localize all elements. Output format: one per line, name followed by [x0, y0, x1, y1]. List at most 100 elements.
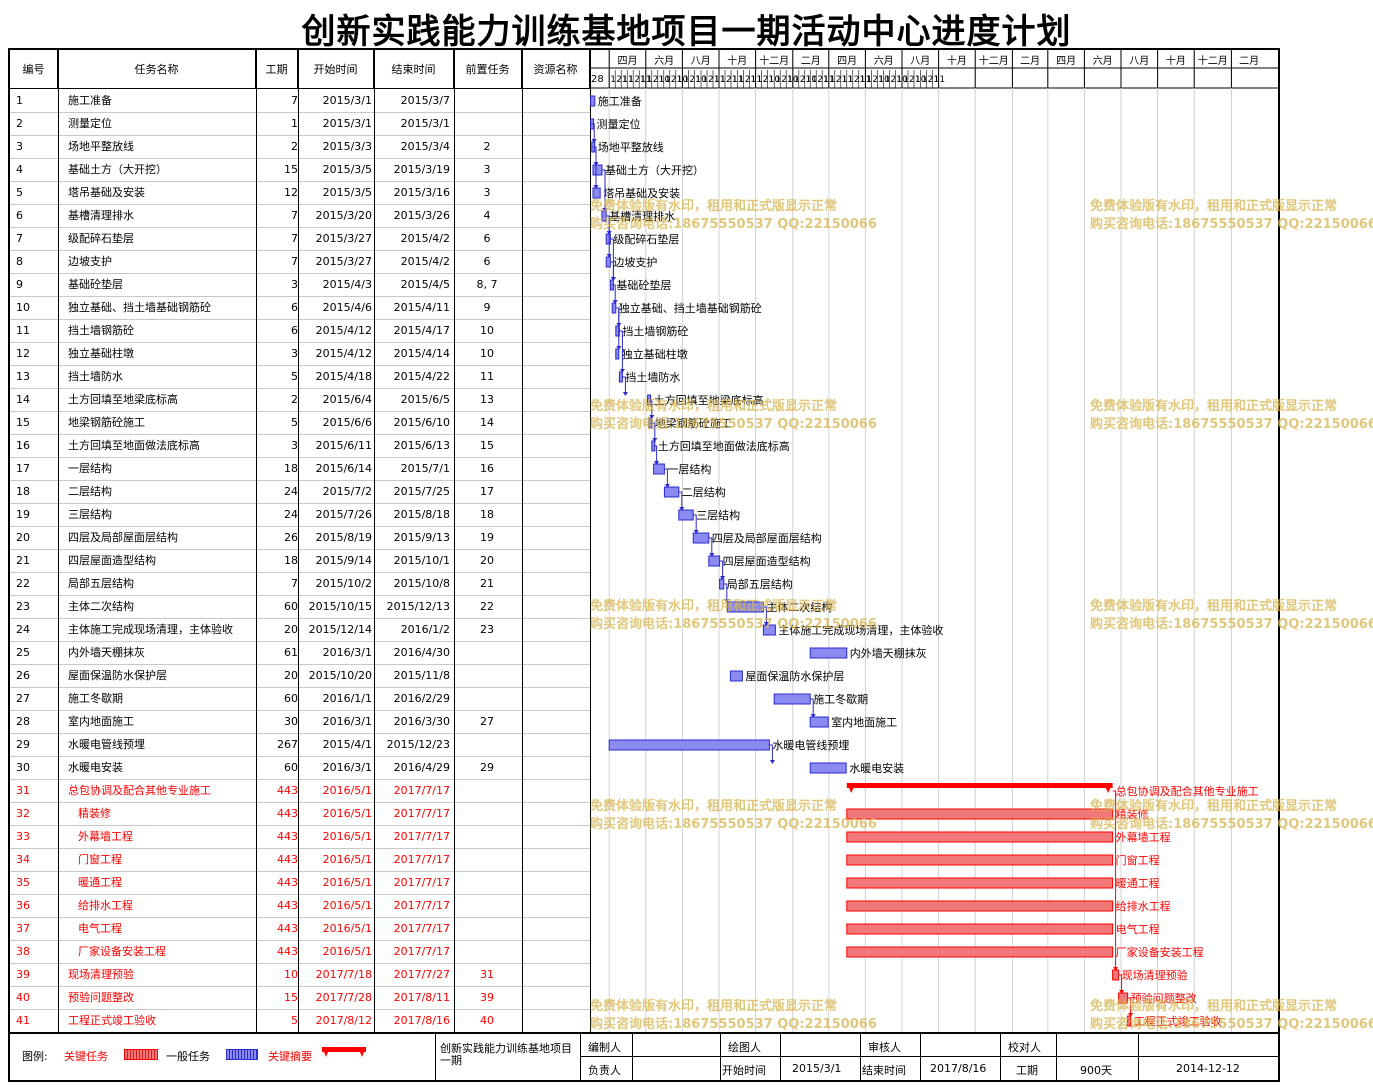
- dependency-arrow: [724, 599, 730, 603]
- table-row[interactable]: 36 给排水工程 443 2016/5/1 2017/7/17: [10, 895, 590, 918]
- table-row[interactable]: 5 塔吊基础及安装 12 2015/3/5 2015/3/16 3: [10, 182, 590, 205]
- table-row[interactable]: 26 屋面保温防水保护层 20 2015/10/20 2015/11/8: [10, 665, 590, 688]
- table-row[interactable]: 37 电气工程 443 2016/5/1 2017/7/17: [10, 918, 590, 941]
- table-row[interactable]: 16 土方回填至地面做法底标高 3 2015/6/11 2015/6/13 15: [10, 435, 590, 458]
- table-row[interactable]: 28 室内地面施工 30 2016/3/1 2016/3/30 27: [10, 711, 590, 734]
- table-row[interactable]: 15 地梁钢筋砼施工 5 2015/6/6 2015/6/10 14: [10, 412, 590, 435]
- dependency-arrow: [664, 484, 670, 488]
- table-row[interactable]: 6 基槽清理排水 7 2015/3/20 2015/3/26 4: [10, 205, 590, 228]
- table-row[interactable]: 31 总包协调及配合其他专业施工 443 2016/5/1 2017/7/17: [10, 780, 590, 803]
- timeline-day-label: 1: [757, 75, 763, 85]
- duration-label: 工期: [1016, 1064, 1038, 1077]
- table-row[interactable]: 20 四层及局部屋面层结构 26 2015/8/19 2015/9/13 19: [10, 527, 590, 550]
- column-divider: [298, 50, 299, 1032]
- dependency-line: [678, 491, 683, 509]
- timeline-day-label: 1: [683, 75, 689, 85]
- header-duration[interactable]: 工期: [256, 50, 298, 88]
- dependency-arrow: [763, 622, 769, 626]
- table-row[interactable]: 9 基础砼垫层 3 2015/4/3 2015/4/5 8, 7: [10, 274, 590, 297]
- table-row[interactable]: 18 二层结构 24 2015/7/2 2015/7/25 17: [10, 481, 590, 504]
- task-start: 2015/4/12: [315, 347, 372, 360]
- task-number: 31: [16, 784, 30, 797]
- header-task-name[interactable]: 任务名称: [58, 50, 256, 88]
- table-row[interactable]: 23 主体二次结构 60 2015/10/15 2015/12/13 22: [10, 596, 590, 619]
- task-predecessors: 23: [480, 623, 494, 636]
- dependency-arrow: [1119, 990, 1125, 994]
- task-bar-label: 主体二次结构: [766, 600, 832, 614]
- task-start: 2015/4/6: [322, 301, 372, 314]
- table-row[interactable]: 12 独立基础柱墩 3 2015/4/12 2015/4/14 10: [10, 343, 590, 366]
- task-bar-label: 暖通工程: [1116, 877, 1160, 890]
- task-end: 2017/7/17: [393, 830, 450, 843]
- dependency-arrow: [593, 185, 599, 189]
- header-end[interactable]: 结束时间: [374, 50, 454, 88]
- table-row[interactable]: 19 三层结构 24 2015/7/26 2015/8/18 18: [10, 504, 590, 527]
- task-bar-label: 塔吊基础及安装: [603, 186, 680, 200]
- timeline-day-label: 1: [794, 75, 800, 85]
- responsible-label: 负责人: [588, 1064, 621, 1077]
- table-row[interactable]: 7 级配碎石垫层 7 2015/3/27 2015/4/2 6: [10, 228, 590, 251]
- task-end: 2017/7/17: [393, 853, 450, 866]
- header-start[interactable]: 开始时间: [298, 50, 374, 88]
- table-row[interactable]: 8 边坡支护 7 2015/3/27 2015/4/2 6: [10, 251, 590, 274]
- task-duration: 443: [277, 876, 298, 889]
- dependency-line: [719, 560, 724, 578]
- task-bar: [846, 900, 1114, 912]
- table-row[interactable]: 13 挡土墙防水 5 2015/4/18 2015/4/22 11: [10, 366, 590, 389]
- task-predecessors: 6: [483, 232, 491, 245]
- table-row[interactable]: 22 局部五层结构 7 2015/10/2 2015/10/8 21: [10, 573, 590, 596]
- timeline-month-label: 六月: [874, 55, 894, 67]
- table-row[interactable]: 38 厂家设备安装工程 443 2016/5/1 2017/7/17: [10, 941, 590, 964]
- table-row[interactable]: 1 施工准备 7 2015/3/1 2015/3/7: [10, 90, 590, 113]
- header-no[interactable]: 编号: [10, 50, 58, 88]
- column-divider: [590, 50, 591, 1032]
- table-row[interactable]: 35 暖通工程 443 2016/5/1 2017/7/17: [10, 872, 590, 895]
- task-name: 三层结构: [68, 508, 112, 521]
- table-row[interactable]: 29 水暖电管线预埋 267 2015/4/1 2015/12/23: [10, 734, 590, 757]
- table-row[interactable]: 4 基础土方（大开挖） 15 2015/3/5 2015/3/19 3: [10, 159, 590, 182]
- table-row[interactable]: 21 四层屋面造型结构 18 2015/9/14 2015/10/1 20: [10, 550, 590, 573]
- header-predecessors[interactable]: 前置任务: [454, 50, 522, 88]
- header-resources[interactable]: 资源名称: [522, 50, 590, 88]
- task-name: 给排水工程: [78, 899, 133, 912]
- timeline-day-label: 21: [909, 75, 920, 85]
- timeline-day-label: 21: [689, 75, 700, 85]
- table-row[interactable]: 34 门窗工程 443 2016/5/1 2017/7/17: [10, 849, 590, 872]
- task-duration: 6: [291, 324, 298, 337]
- task-end: 2015/8/18: [393, 508, 450, 521]
- table-row[interactable]: 27 施工冬歇期 60 2016/1/1 2016/2/29: [10, 688, 590, 711]
- table-row[interactable]: 24 主体施工完成现场清理，主体验收 20 2015/12/14 2016/1/2 23: [10, 619, 590, 642]
- task-end: 2015/7/1: [400, 462, 450, 475]
- table-row[interactable]: 17 一层结构 18 2015/6/14 2015/7/1 16: [10, 458, 590, 481]
- dependency-arrow: [616, 346, 622, 350]
- table-row[interactable]: 40 预验问题整改 15 2017/7/28 2017/8/11 39: [10, 987, 590, 1010]
- task-duration: 5: [291, 370, 298, 383]
- table-row[interactable]: 33 外幕墙工程 443 2016/5/1 2017/7/17: [10, 826, 590, 849]
- timeline-day-label: 21: [616, 75, 627, 85]
- checker-label: 校对人: [1008, 1041, 1041, 1054]
- end-time-label: 结束时间: [862, 1064, 906, 1077]
- task-end: 2015/3/19: [393, 163, 450, 176]
- table-row[interactable]: 30 水暖电安装 60 2016/3/1 2016/4/29 29: [10, 757, 590, 780]
- task-number: 30: [16, 761, 30, 774]
- task-end: 2015/3/4: [400, 140, 450, 153]
- table-row[interactable]: 10 独立基础、挡土墙基础钢筋砼 6 2015/4/6 2015/4/11 9: [10, 297, 590, 320]
- table-row[interactable]: 11 挡土墙钢筋砼 6 2015/4/12 2015/4/17 10: [10, 320, 590, 343]
- table-row[interactable]: 41 工程正式竣工验收 5 2017/8/12 2017/8/16 40: [10, 1010, 590, 1033]
- column-divider: [522, 50, 523, 1032]
- task-duration: 443: [277, 945, 298, 958]
- table-row[interactable]: 3 场地平整放线 2 2015/3/3 2015/3/4 2: [10, 136, 590, 159]
- task-bar: [608, 739, 770, 751]
- task-end: 2015/10/8: [393, 577, 450, 590]
- table-row[interactable]: 2 测量定位 1 2015/3/1 2015/3/1: [10, 113, 590, 136]
- table-row[interactable]: 25 内外墙天棚抹灰 61 2016/3/1 2016/4/30: [10, 642, 590, 665]
- task-number: 22: [16, 577, 30, 590]
- task-start: 2015/6/11: [315, 439, 372, 452]
- table-row[interactable]: 32 精装修 443 2016/5/1 2017/7/17: [10, 803, 590, 826]
- table-row[interactable]: 14 土方回填至地梁底标高 2 2015/6/4 2015/6/5 13: [10, 389, 590, 412]
- task-name: 内外墙天棚抹灰: [68, 646, 145, 659]
- table-row[interactable]: 39 现场清理预验 10 2017/7/18 2017/7/27 31: [10, 964, 590, 987]
- task-predecessors: [454, 780, 520, 802]
- task-duration: 24: [284, 485, 298, 498]
- task-bar: [678, 509, 694, 521]
